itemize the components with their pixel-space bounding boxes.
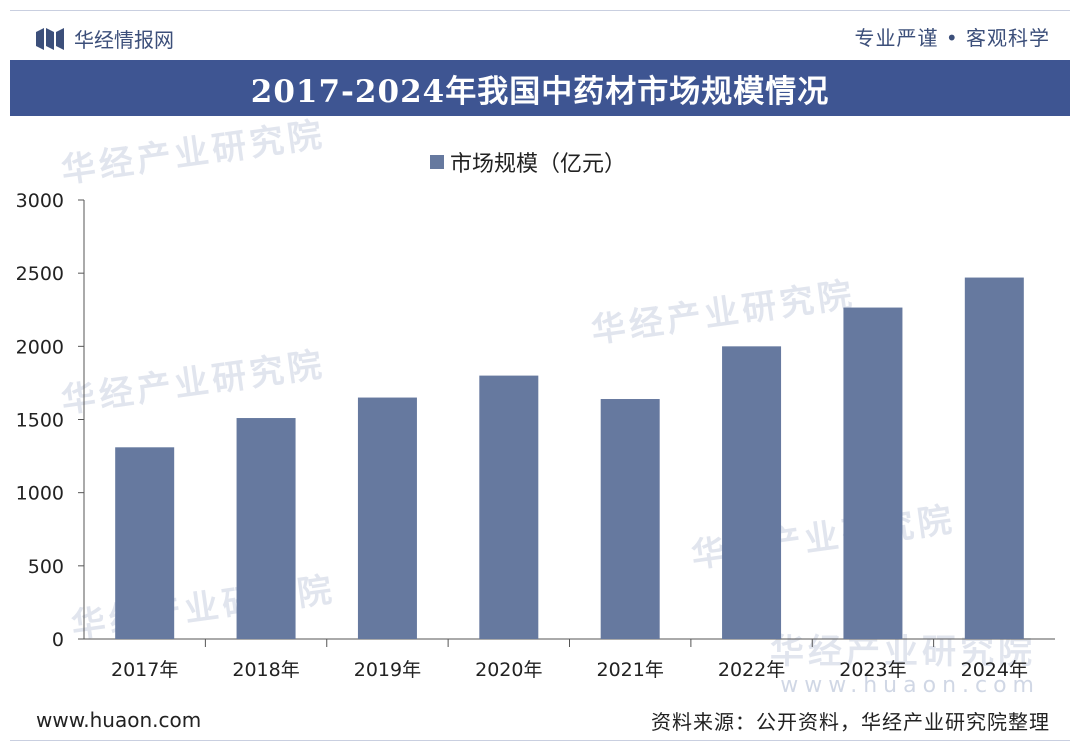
- bottom-divider: [10, 740, 1070, 741]
- x-tick-label: 2022年: [718, 659, 785, 681]
- brand-name: 华经情报网: [74, 28, 174, 52]
- y-tick-label: 3000: [16, 190, 64, 212]
- bar: [843, 307, 903, 639]
- title-bar: 2017-2024年我国中药材市场规模情况: [10, 60, 1070, 116]
- y-tick-label: 0: [52, 629, 64, 651]
- top-divider: [10, 10, 1070, 11]
- brand: 华经情报网: [36, 24, 174, 53]
- y-tick-label: 2000: [16, 336, 64, 358]
- legend-label: 市场规模（亿元）: [450, 152, 627, 177]
- bar: [964, 277, 1024, 639]
- bar: [115, 447, 175, 639]
- legend-swatch: [430, 155, 444, 169]
- y-tick-label: 2500: [16, 263, 64, 285]
- x-tick-label: 2018年: [232, 659, 299, 681]
- y-tick-label: 500: [28, 556, 64, 578]
- watermark-url: www.huaon.com: [780, 673, 1040, 698]
- bar: [722, 346, 782, 639]
- y-tick-label: 1000: [16, 483, 64, 505]
- chart-title: 2017-2024年我国中药材市场规模情况: [250, 73, 830, 110]
- x-tick-label: 2023年: [839, 659, 906, 681]
- x-tick-label: 2020年: [475, 659, 542, 681]
- bar: [357, 397, 417, 639]
- x-tick-label: 2017年: [111, 659, 178, 681]
- x-tick-label: 2024年: [961, 659, 1028, 681]
- y-tick-label: 1500: [16, 410, 64, 432]
- brand-logo-icon: [36, 27, 64, 50]
- footer-source: 资料来源：公开资料，华经产业研究院整理: [651, 710, 1050, 734]
- footer-url[interactable]: www.huaon.com: [36, 708, 202, 732]
- slogan: 专业严谨 • 客观科学: [854, 26, 1050, 50]
- bar: [600, 399, 660, 639]
- bar: [236, 418, 296, 639]
- bar: [479, 375, 539, 639]
- x-tick-label: 2019年: [354, 659, 421, 681]
- x-tick-label: 2021年: [597, 659, 664, 681]
- legend: 市场规模（亿元）: [430, 146, 626, 178]
